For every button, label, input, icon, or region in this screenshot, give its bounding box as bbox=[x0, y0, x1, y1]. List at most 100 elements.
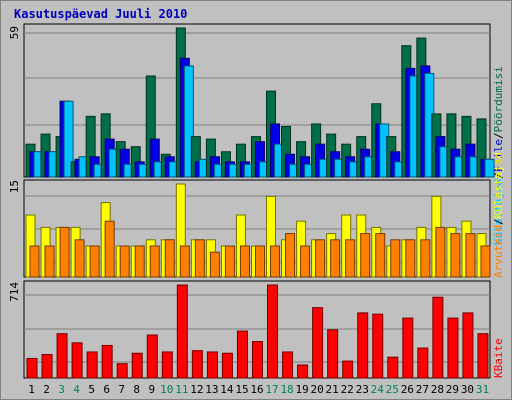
x-tick-label: 25 bbox=[386, 383, 399, 396]
legend-entry-Arvuteid: Arvuteid bbox=[492, 225, 505, 278]
bar-day-30-KBaite bbox=[462, 312, 474, 379]
bar-day-31-Arvuteid bbox=[480, 245, 491, 278]
bar-day-19-KBaite bbox=[297, 364, 309, 379]
x-tick-label: 26 bbox=[401, 383, 414, 396]
bar-day-5-KBaite bbox=[86, 351, 98, 379]
x-tick-label: 10 bbox=[160, 383, 173, 396]
bar-day-20-Arvuteid bbox=[315, 239, 326, 278]
bar-day-19-Arvuteid bbox=[300, 245, 311, 278]
bar-day-10-Arvuteid bbox=[164, 239, 175, 278]
bar-day-6-KBaite bbox=[101, 344, 113, 379]
x-tick-label: 29 bbox=[446, 383, 459, 396]
x-tick-label: 2 bbox=[43, 383, 50, 396]
x-tick-label: 22 bbox=[341, 383, 354, 396]
bar-day-27-KBaite bbox=[417, 347, 429, 379]
bar-day-13-KBaite bbox=[206, 351, 218, 379]
bar-day-30-Arvuteid bbox=[465, 233, 476, 278]
y-tick-labels: 59 15 714 bbox=[8, 26, 21, 302]
bar-day-17-Arvuteid bbox=[270, 245, 281, 278]
bar-day-27-Arvuteid bbox=[420, 239, 431, 278]
bar-day-11-Külastajad bbox=[183, 65, 194, 178]
bar-day-16-KBaite bbox=[251, 341, 263, 379]
x-tick-label: 18 bbox=[280, 383, 293, 396]
chart-title: Kasutuspäevad Juuli 2010 bbox=[14, 7, 187, 21]
legend-entry-Faile: Faile bbox=[492, 139, 505, 172]
x-tick-labels: 1 2 3 4 5 6 7 8 9 10 11 12 13 14 15 16 17 18 19 20 21 22 23 24 2… bbox=[28, 383, 489, 396]
bar-day-15-KBaite bbox=[236, 330, 248, 379]
chart-bars bbox=[25, 27, 495, 379]
bar-day-21-Arvuteid bbox=[330, 239, 341, 278]
bar-day-26-Arvuteid bbox=[405, 239, 416, 278]
bar-day-8-Arvuteid bbox=[134, 245, 145, 278]
x-tick-label: 11 bbox=[175, 383, 188, 396]
bar-day-31-Külastajad bbox=[484, 158, 495, 178]
bar-day-28-Arvuteid bbox=[435, 226, 446, 278]
chart-legends: Külastajad/Faile/PöördumisiArvuteid/Küla… bbox=[492, 66, 505, 378]
bar-day-10-KBaite bbox=[161, 351, 173, 379]
bar-day-3-Arvuteid bbox=[59, 226, 70, 278]
bar-day-13-Arvuteid bbox=[209, 251, 220, 278]
bar-day-29-Arvuteid bbox=[450, 233, 461, 278]
legend-entry-Külastajad: Külastajad bbox=[492, 179, 505, 245]
x-tick-label: 17 bbox=[265, 383, 278, 396]
bar-day-21-KBaite bbox=[327, 329, 339, 379]
x-tick-label: 5 bbox=[88, 383, 95, 396]
legend-entry-Külastajad: Külastajad bbox=[492, 152, 505, 218]
x-tick-label: 1 bbox=[28, 383, 35, 396]
bar-day-6-Arvuteid bbox=[104, 220, 115, 278]
x-tick-label: 15 bbox=[235, 383, 248, 396]
x-tick-label: 7 bbox=[118, 383, 125, 396]
bar-day-15-Arvuteid bbox=[239, 245, 250, 278]
x-tick-label: 28 bbox=[431, 383, 444, 396]
bar-day-2-Arvuteid bbox=[44, 245, 55, 278]
x-tick-label: 24 bbox=[371, 383, 385, 396]
bar-day-9-KBaite bbox=[146, 334, 158, 379]
legend-entry-KBaite: KBaite bbox=[492, 338, 505, 378]
x-tick-label: 19 bbox=[295, 383, 308, 396]
y-tick-label-hosts: 15 bbox=[8, 180, 21, 193]
x-tick-label: 20 bbox=[311, 383, 324, 396]
y-tick-label-kbytes: 714 bbox=[8, 282, 21, 302]
bar-day-28-KBaite bbox=[432, 296, 444, 379]
legend-entry-Pöördumisi: Pöördumisi bbox=[492, 66, 505, 132]
bar-day-3-Külastajad bbox=[63, 100, 74, 178]
bar-day-20-KBaite bbox=[312, 307, 324, 379]
bar-day-12-KBaite bbox=[191, 350, 203, 379]
x-tick-label: 31 bbox=[476, 383, 489, 396]
bar-day-5-Arvuteid bbox=[89, 245, 100, 278]
bar-day-24-KBaite bbox=[372, 313, 384, 379]
bar-day-12-Arvuteid bbox=[194, 239, 205, 278]
bar-day-22-KBaite bbox=[342, 360, 354, 379]
bar-day-1-KBaite bbox=[26, 357, 38, 379]
x-tick-label: 12 bbox=[190, 383, 203, 396]
bar-day-7-KBaite bbox=[116, 363, 128, 379]
bar-day-26-KBaite bbox=[402, 317, 414, 379]
x-tick-label: 30 bbox=[461, 383, 474, 396]
x-tick-label: 4 bbox=[73, 383, 80, 396]
bar-day-9-Arvuteid bbox=[149, 245, 160, 278]
x-tick-label: 21 bbox=[326, 383, 339, 396]
bar-day-3-KBaite bbox=[56, 333, 68, 379]
bar-day-4-KBaite bbox=[71, 342, 83, 379]
bar-day-29-KBaite bbox=[447, 317, 459, 379]
bar-day-25-KBaite bbox=[387, 356, 399, 379]
x-tick-label: 6 bbox=[103, 383, 110, 396]
bar-day-23-KBaite bbox=[357, 312, 369, 379]
bar-day-17-KBaite bbox=[267, 284, 279, 379]
legend-kbytes: KBaite bbox=[492, 338, 505, 378]
x-tick-label: 8 bbox=[133, 383, 140, 396]
bar-day-16-Arvuteid bbox=[254, 245, 265, 278]
legend-hosts: Arvuteid/Külastajad bbox=[492, 152, 505, 278]
bar-day-11-Arvuteid bbox=[179, 245, 190, 278]
x-tick-label: 27 bbox=[416, 383, 429, 396]
bar-day-11-KBaite bbox=[176, 284, 188, 379]
bar-day-23-Arvuteid bbox=[360, 233, 371, 278]
x-tick-label: 9 bbox=[148, 383, 155, 396]
bar-day-14-KBaite bbox=[221, 352, 233, 379]
x-tick-label: 16 bbox=[250, 383, 263, 396]
bar-day-18-KBaite bbox=[282, 351, 294, 379]
x-tick-label: 23 bbox=[356, 383, 369, 396]
bar-day-4-Arvuteid bbox=[74, 239, 85, 278]
x-tick-label: 3 bbox=[58, 383, 65, 396]
